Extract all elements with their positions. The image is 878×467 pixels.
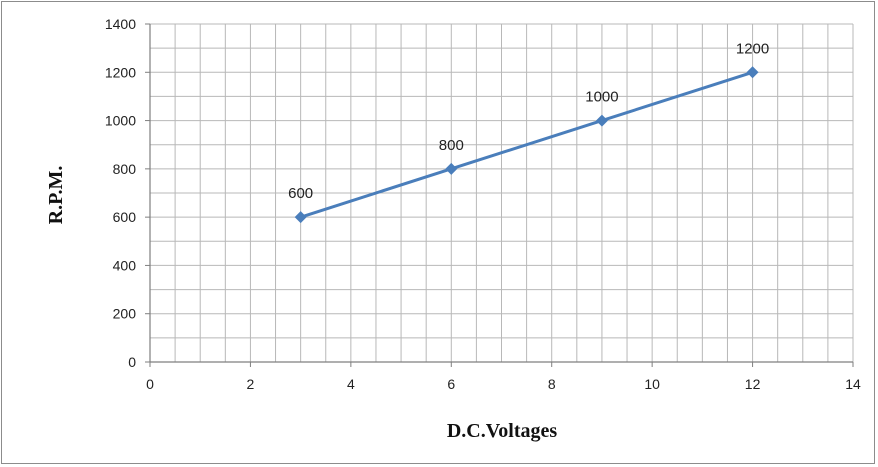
x-tick-label: 8 xyxy=(548,376,556,392)
y-tick-labels: 0 200 400 600 800 1000 1200 1400 xyxy=(105,16,136,370)
x-tick-label: 4 xyxy=(347,376,355,392)
data-point-marker xyxy=(445,162,458,175)
axes xyxy=(145,23,854,367)
y-tick-label: 600 xyxy=(113,209,137,225)
data-label: 600 xyxy=(288,185,313,202)
data-label: 800 xyxy=(439,137,464,154)
x-tick-label: 14 xyxy=(845,376,861,392)
data-label: 1000 xyxy=(585,89,618,106)
x-tick-labels: 0 2 4 6 8 10 12 14 xyxy=(146,376,861,392)
x-tick-label: 10 xyxy=(644,376,660,392)
y-tick-label: 200 xyxy=(113,306,137,322)
x-tick-label: 2 xyxy=(247,376,255,392)
y-tick-label: 400 xyxy=(113,257,137,273)
y-tick-label: 1200 xyxy=(105,64,136,80)
y-tick-label: 1400 xyxy=(105,16,136,32)
data-label: 1200 xyxy=(736,40,769,57)
data-point-marker xyxy=(746,66,759,79)
y-tick-label: 0 xyxy=(128,354,136,370)
x-tick-label: 0 xyxy=(146,376,154,392)
y-axis-title: R.P.M. xyxy=(45,166,67,225)
series-layer: 600 800 1000 1200 xyxy=(288,40,769,224)
y-tick-label: 800 xyxy=(113,161,137,177)
x-axis-title: D.C.Voltages xyxy=(447,420,558,442)
data-point-marker xyxy=(595,114,608,127)
x-tick-label: 6 xyxy=(447,376,455,392)
y-tick-label: 1000 xyxy=(105,113,136,129)
x-tick-label: 12 xyxy=(745,376,761,392)
series-line xyxy=(300,70,754,219)
data-point-marker xyxy=(294,211,307,224)
